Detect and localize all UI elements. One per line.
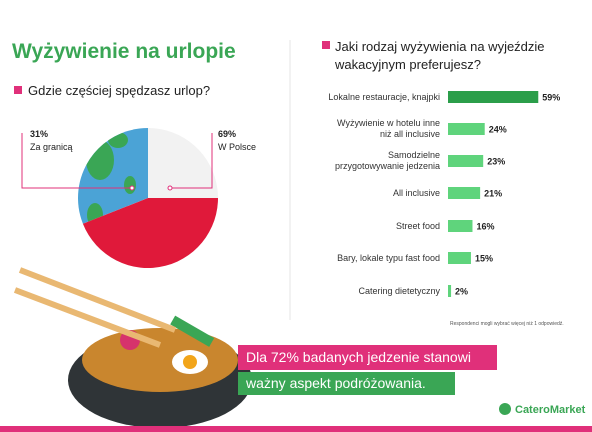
bar-label: Bary, lokale typu fast food — [337, 252, 440, 263]
bar-value: 2% — [455, 287, 468, 297]
leader — [170, 133, 213, 189]
bar — [448, 123, 485, 135]
bar-label: Catering dietetyczny — [358, 285, 440, 296]
bar-label: Samodzielne przygotowywanie jedzenia — [334, 150, 440, 171]
bar-label: Street food — [395, 220, 440, 231]
bar — [448, 187, 481, 199]
bar-label: All inclusive — [392, 187, 440, 198]
bar-title: Jaki rodzaj wyżywienia na wyjeździe waka… — [335, 39, 545, 72]
bar — [448, 252, 471, 264]
logo-icon — [499, 403, 511, 415]
main-title: Wyżywienie na urlopie — [12, 40, 236, 63]
note: Respondenci mogli wybrać więcej niż 1 od… — [450, 321, 564, 327]
bar-value: 23% — [487, 157, 505, 167]
bar-value: 15% — [475, 254, 493, 264]
bullet — [322, 41, 330, 49]
bottom-stripe — [0, 426, 592, 432]
leader — [21, 133, 132, 189]
flag-red — [82, 198, 218, 268]
bar — [448, 91, 539, 103]
logo: CateroMarket — [515, 404, 586, 416]
land — [124, 176, 136, 194]
pie-label: Za granicą — [30, 142, 73, 152]
bar-value: 24% — [489, 125, 507, 135]
bullet — [14, 86, 22, 94]
land — [108, 132, 128, 148]
leader-dot — [129, 185, 135, 191]
bowl — [13, 267, 252, 428]
pie-label: W Polsce — [218, 142, 256, 152]
banner-bg — [238, 372, 455, 395]
pie-value: 69% — [218, 129, 236, 139]
bar-label: Wyżywienie w hotelu inne niż all inclusi… — [337, 118, 440, 139]
bar — [448, 285, 452, 297]
bar-label: Lokalne restauracje, knajpki — [328, 91, 440, 102]
leader-dot — [167, 185, 173, 191]
bar-value: 59% — [542, 93, 560, 103]
pie-value: 31% — [30, 129, 48, 139]
bar-value: 21% — [484, 189, 502, 199]
bar-value: 16% — [476, 222, 494, 232]
land — [86, 140, 114, 180]
bar — [448, 220, 473, 232]
banner-text: Dla 72% badanych jedzenie stanowi — [246, 349, 471, 365]
banner-text: ważny aspekt podróżowania. — [245, 375, 426, 391]
banner-bg — [238, 345, 497, 370]
pie-title: Gdzie częściej spędzasz urlop? — [28, 83, 210, 98]
bar — [448, 155, 484, 167]
